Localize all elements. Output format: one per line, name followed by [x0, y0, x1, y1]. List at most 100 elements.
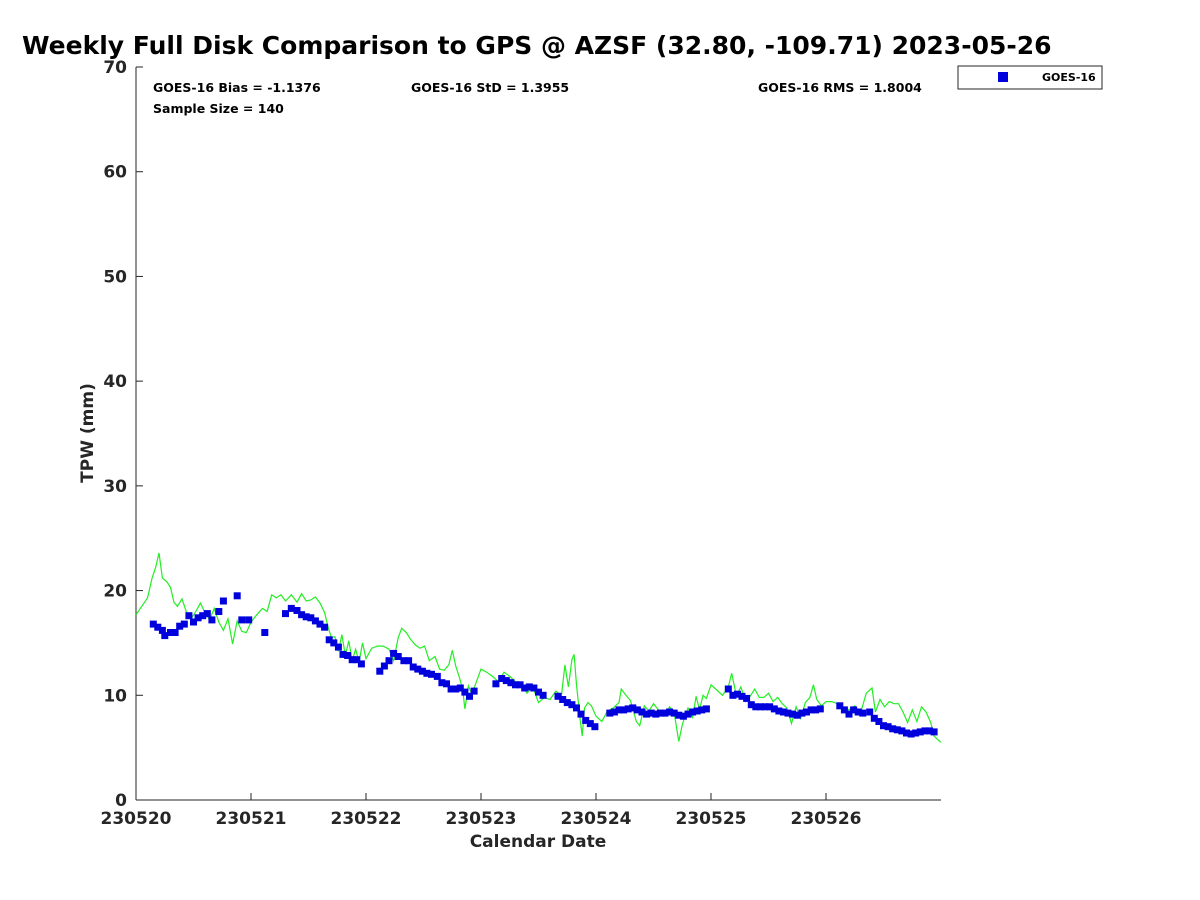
goes-16-point [171, 629, 179, 636]
x-tick-label: 230526 [791, 809, 862, 829]
goes-16-point [311, 617, 319, 625]
goes-16-point [586, 720, 594, 728]
goes-16-point [219, 597, 227, 605]
goes-16-point [907, 730, 915, 738]
goes-16-point [656, 709, 664, 717]
goes-16-point [789, 710, 797, 718]
y-tick-label: 30 [103, 477, 127, 497]
goes-16-point [167, 629, 174, 636]
goes-16-point [734, 690, 741, 698]
x-axis: 230520 230521 230522 230523 230524 230525 2305… [101, 793, 862, 829]
goes-16-point [643, 710, 651, 718]
goes-16-point [793, 711, 801, 719]
goes-16-point [798, 709, 806, 717]
goes-16-point [930, 728, 938, 736]
goes-16-point [729, 691, 737, 699]
goes-16-point [840, 706, 848, 714]
goes-16-point [409, 663, 417, 671]
goes-16-point [573, 704, 580, 712]
goes-16-point [185, 612, 193, 620]
gps-line [135, 552, 942, 743]
goes-16-point [903, 729, 910, 737]
goes-16-point [238, 616, 246, 624]
goes-16-point [233, 592, 241, 600]
y-tick-label: 10 [103, 686, 127, 706]
goes-16-point [563, 699, 571, 707]
goes-16-point [770, 705, 778, 713]
goes-16-point [348, 656, 356, 664]
goes-16-point [559, 696, 567, 703]
goes-16-point [889, 725, 897, 733]
goes-16-point [615, 706, 623, 714]
goes-16-point [307, 614, 315, 622]
goes-16-point [606, 709, 614, 717]
goes-16-point [629, 704, 637, 712]
goes-16-point [261, 629, 269, 636]
goes-16-point [190, 618, 197, 626]
y-tick-label: 50 [103, 267, 127, 287]
goes-16-point [154, 623, 162, 631]
goes-16-point [298, 611, 306, 619]
goes-16-point [466, 692, 473, 700]
chart-title: Weekly Full Disk Comparison to GPS @ AZS… [22, 31, 1052, 60]
goes-16-point [756, 703, 764, 711]
bias-stat: GOES-16 Bias = -1.1376 [153, 80, 321, 95]
goes-16-point [845, 710, 853, 718]
goes-16-point [443, 680, 450, 688]
goes-16-point [535, 688, 542, 696]
goes-16-point [502, 677, 510, 685]
goes-16-point [334, 643, 342, 651]
sample-size-stat: Sample Size = 140 [153, 101, 284, 116]
goes-16-point [582, 716, 590, 724]
goes-16-point [743, 694, 751, 702]
goes-16-point [724, 685, 732, 693]
goes-16-point [761, 703, 769, 711]
goes-16-point [850, 706, 858, 714]
goes-16-point [684, 710, 692, 718]
goes-16-point [698, 706, 706, 714]
legend-marker-goes-16 [998, 72, 1008, 82]
y-tick-label: 70 [103, 58, 127, 78]
goes-16-point [784, 709, 792, 717]
x-tick-label: 230525 [676, 809, 747, 829]
goes-16-point [898, 727, 906, 735]
goes-16-point [854, 708, 862, 716]
goes-16-point [452, 685, 460, 693]
gps-series [135, 552, 942, 743]
goes-16-point [866, 708, 874, 716]
goes-16-point [245, 616, 253, 624]
goes-16-point [884, 723, 892, 731]
goes-16-point [702, 705, 710, 713]
x-tick-label: 230524 [561, 809, 632, 829]
x-tick-label: 230523 [446, 809, 517, 829]
goes-16-point [339, 650, 347, 658]
goes-16-point [679, 712, 687, 720]
goes-16-point [870, 714, 878, 722]
std-stat: GOES-16 StD = 1.3955 [411, 80, 569, 95]
goes-16-point [775, 707, 783, 715]
goes-16-point [418, 667, 426, 675]
goes-16-point [456, 684, 464, 692]
goes-16-point [414, 665, 422, 673]
goes-16-point [577, 710, 585, 718]
y-tick-label: 60 [103, 163, 127, 183]
goes-16-point [149, 620, 157, 628]
goes-16-point [380, 662, 388, 670]
goes-16-point [521, 684, 529, 692]
goes-16-point [158, 626, 166, 634]
x-axis-label: Calendar Date [470, 832, 607, 852]
goes-16-point [330, 639, 338, 647]
goes-16-point [385, 657, 393, 665]
rms-stat: GOES-16 RMS = 1.8004 [758, 80, 922, 95]
goes-16-point [400, 657, 408, 665]
goes-16-series [149, 592, 938, 738]
goes-16-point [428, 670, 435, 678]
goes-16-point [926, 727, 933, 735]
goes-16-point [405, 657, 413, 665]
goes-16-point [321, 623, 329, 631]
goes-16-point [859, 709, 867, 717]
goes-16-point [554, 692, 562, 700]
goes-16-point [568, 701, 576, 709]
goes-16-point [302, 613, 310, 621]
goes-16-point [610, 708, 618, 716]
